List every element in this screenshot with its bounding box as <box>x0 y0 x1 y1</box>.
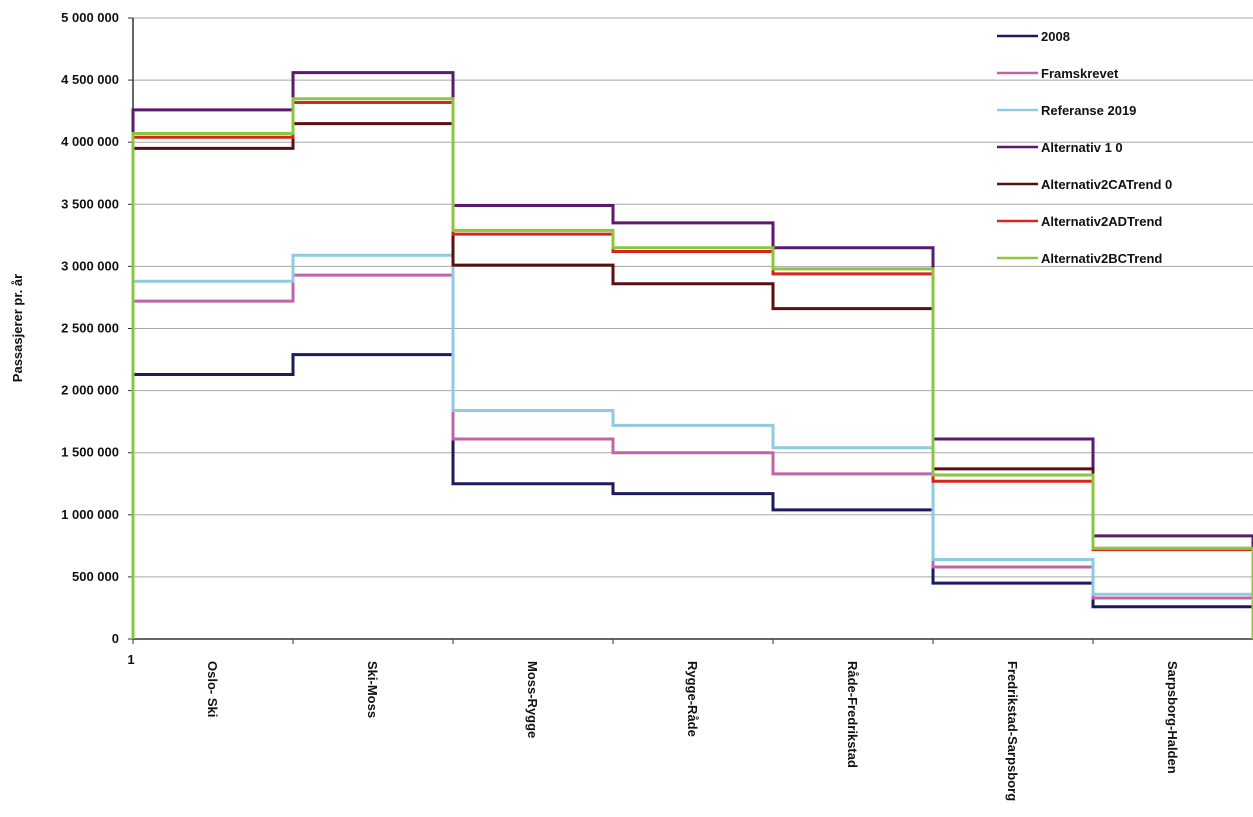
y-tick-label: 0 <box>112 631 119 646</box>
x-axis-ticks: Oslo- Ski Ski-Moss Moss-Rygge Rygge-Råde Råd… <box>132 639 1180 801</box>
y-tick-label: 3 000 000 <box>61 258 119 273</box>
x-tick-label: Rygge-Råde <box>685 661 700 737</box>
legend-entry: Framskrevet <box>1041 66 1119 81</box>
legend-entry: 2008 <box>1041 29 1070 44</box>
y-tick-label: 2 500 000 <box>61 321 119 336</box>
y-axis-label: Passasjerer pr. år <box>10 274 25 382</box>
y-tick-label: 4 000 000 <box>61 134 119 149</box>
series-line-referanse-2019 <box>131 253 1253 639</box>
series-line-alternativ2bctrend <box>131 97 1253 639</box>
legend-entry: Alternativ2CATrend 0 <box>1041 177 1172 192</box>
grid-lines <box>133 17 1253 578</box>
legend-entry: Alternativ2BCTrend <box>1041 251 1162 266</box>
y-tick-label: 3 500 000 <box>61 196 119 211</box>
x-tick-label: Sarpsborg-Halden <box>1165 661 1180 774</box>
y-tick-label: 2 000 000 <box>61 383 119 398</box>
y-tick-label: 500 000 <box>72 569 119 584</box>
x-tick-label: Oslo- Ski <box>205 661 220 717</box>
y-tick-label: 1 000 000 <box>61 507 119 522</box>
legend-entry: Referanse 2019 <box>1041 103 1136 118</box>
x-tick-label: Ski-Moss <box>365 661 380 718</box>
y-tick-label: 1 500 000 <box>61 445 119 460</box>
y-axis-ticks: 0 500 000 1 000 000 1 500 000 2 000 000 2 500… <box>61 10 133 646</box>
series-lines <box>131 71 1253 639</box>
x-tick-label: Fredrikstad-Sarpsborg <box>1005 661 1020 801</box>
x-tick-label: Råde-Fredrikstad <box>845 661 860 768</box>
series-line-alternativ2catrend-0 <box>131 122 1253 639</box>
legend: 2008 Framskrevet Referanse 2019 Alternativ … <box>997 29 1172 266</box>
series-line-2008 <box>131 353 1253 639</box>
legend-entry: Alternativ 1 0 <box>1041 140 1123 155</box>
legend-entry: Alternativ2ADTrend <box>1041 214 1162 229</box>
y-tick-label: 5 000 000 <box>61 10 119 25</box>
y-tick-label: 4 500 000 <box>61 72 119 87</box>
x-origin-label: 1 <box>127 652 134 667</box>
x-tick-label: Moss-Rygge <box>525 661 540 738</box>
